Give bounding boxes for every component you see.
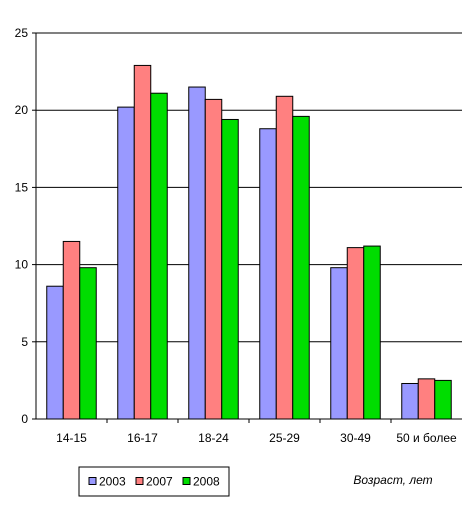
legend-label-2008: 2008 [193, 475, 220, 489]
legend: 2003 2007 2008 [78, 466, 230, 497]
x-tick-label: 25-29 [269, 431, 300, 445]
legend-swatch-2003 [88, 477, 97, 485]
bar-2003-4 [330, 267, 348, 420]
bar-2008-5 [434, 379, 452, 420]
bar-2007-0 [62, 240, 81, 420]
x-tick-label: 14-15 [56, 431, 87, 445]
legend-box [78, 466, 230, 497]
bar-2007-3 [275, 95, 294, 420]
bar-2008-3 [292, 115, 310, 420]
gridlines [36, 32, 462, 343]
bar-2007-4 [346, 247, 365, 420]
y-axis-ticks: 0 5 10 15 20 25 [15, 26, 36, 426]
y-tick-label: 10 [15, 258, 29, 272]
y-tick-label: 15 [15, 180, 29, 194]
x-tick-label: 18-24 [198, 431, 229, 445]
legend-label-2007: 2007 [146, 475, 173, 489]
y-tick-label: 25 [15, 26, 29, 40]
x-tick-label: 16-17 [127, 431, 158, 445]
bar-2008-0 [79, 267, 97, 420]
bar-2008-2 [221, 118, 239, 420]
y-tick-label: 20 [15, 103, 29, 117]
x-axis-ticks: 14-15 16-17 18-24 25-29 30-49 50 и более [56, 419, 457, 445]
legend-swatch-2007 [135, 477, 144, 485]
bar-2003-1 [117, 106, 135, 420]
bar-2003-2 [188, 86, 206, 420]
x-tick-label: 30-49 [340, 431, 371, 445]
bar-2003-5 [401, 382, 419, 420]
y-tick-label: 5 [21, 335, 28, 349]
legend-label-2003: 2003 [99, 475, 126, 489]
bar-2007-2 [204, 98, 223, 420]
bar-2008-4 [363, 245, 381, 420]
legend-swatch-2008 [182, 477, 191, 485]
bar-2003-3 [259, 128, 277, 420]
bar-2003-0 [46, 285, 64, 420]
bar-2007-5 [417, 378, 436, 420]
bar-2008-1 [150, 92, 168, 420]
x-axis-label: Возраст, лет [353, 473, 432, 487]
bar-2007-1 [133, 64, 152, 420]
x-tick-label: 50 и более [396, 431, 457, 445]
bars [46, 64, 452, 420]
y-tick-label: 0 [21, 412, 28, 426]
